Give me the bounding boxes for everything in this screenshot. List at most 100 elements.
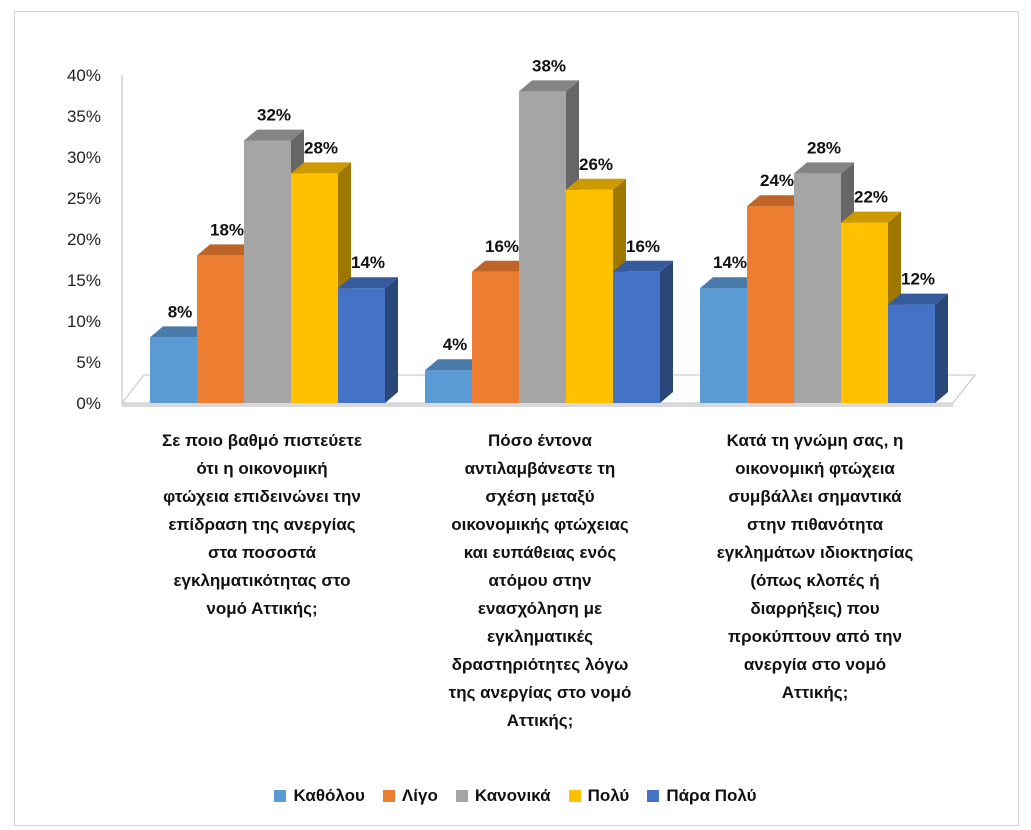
bar	[291, 173, 338, 403]
bar-top	[888, 293, 948, 305]
data-label: 26%	[579, 155, 613, 174]
category-label-line: οικονομικής φτώχειας	[451, 515, 629, 534]
category-label-line: στα ποσοστά	[207, 543, 317, 562]
bar-top	[338, 277, 398, 289]
data-label: 14%	[351, 253, 385, 272]
bar-top	[472, 260, 532, 272]
legend-label: Καθόλου	[293, 786, 365, 805]
bar	[888, 304, 935, 403]
category-label-line: Αττικής;	[506, 711, 574, 730]
data-label: 8%	[168, 302, 193, 321]
category-label-line: εγκληματικές	[487, 627, 593, 646]
category-label-line: φτώχεια επιδεινώνει την	[163, 487, 361, 506]
legend-swatch	[274, 790, 287, 802]
category-label-line: Κατά τη γνώμη σας, η	[726, 431, 904, 450]
data-label: 16%	[626, 237, 660, 256]
category-label-line: Σε ποιο βαθμό πιστεύετε	[162, 431, 362, 450]
category-label-line: ότι η οικονομική	[196, 459, 328, 478]
legend-item: Πάρα Πολύ	[647, 786, 757, 806]
bar	[519, 91, 566, 404]
legend-label: Πάρα Πολύ	[666, 786, 757, 805]
category-label-line: συμβάλλει σημαντικά	[728, 487, 902, 506]
bar-top	[197, 244, 257, 256]
category-label: Πόσο έντονα αντιλαμβάνεστε τη σχέση μεταξύ…	[390, 427, 690, 735]
bar	[747, 206, 794, 403]
data-label: 38%	[532, 56, 566, 75]
category-label-line: δραστηριότητες λόγω	[451, 655, 629, 674]
legend: Καθόλου Λίγο Κανονικά Πολύ Πάρα Πολύ	[0, 786, 1031, 806]
y-tick-label: 10%	[67, 312, 101, 331]
bar	[700, 288, 747, 403]
bar-side	[935, 293, 948, 403]
y-tick-label: 30%	[67, 148, 101, 167]
category-label-line: σχέση μεταξύ	[485, 487, 595, 506]
y-tick-label: 5%	[76, 353, 101, 372]
category-label-line: της ανεργίας στο νομό	[448, 683, 632, 702]
bar	[794, 173, 841, 403]
data-label: 28%	[807, 138, 841, 157]
legend-swatch	[382, 790, 395, 802]
legend-swatch	[568, 790, 581, 802]
bar	[841, 222, 888, 403]
legend-item: Κανονικά	[455, 786, 551, 806]
legend-item: Λίγο	[382, 786, 438, 806]
data-label: 18%	[210, 220, 244, 239]
legend-label: Κανονικά	[474, 786, 551, 805]
data-label: 24%	[760, 171, 794, 190]
legend-label: Πολύ	[587, 786, 630, 805]
category-label-line: διαρρήξεις) που	[750, 599, 880, 618]
bar-top	[841, 211, 901, 223]
y-tick-label: 35%	[67, 107, 101, 126]
category-label: Κατά τη γνώμη σας, η οικονομική φτώχεια συ…	[665, 427, 965, 707]
bar	[472, 271, 519, 403]
legend-label: Λίγο	[401, 786, 438, 805]
category-label-line: αντιλαμβάνεστε τη	[464, 459, 616, 478]
bar	[150, 337, 197, 403]
data-label: 16%	[485, 237, 519, 256]
data-label: 14%	[713, 253, 747, 272]
category-label-line: οικονομική φτώχεια	[735, 459, 895, 478]
category-label-line: εγκληματικότητας στο	[173, 571, 351, 590]
category-label-line: ατόμου στην	[488, 571, 592, 590]
legend-item: Καθόλου	[274, 786, 365, 806]
data-label: 32%	[257, 106, 291, 125]
y-tick-label: 0%	[76, 394, 101, 413]
bar-top	[613, 260, 673, 272]
bar-top	[747, 195, 807, 207]
data-label: 22%	[854, 188, 888, 207]
bar-top	[150, 326, 210, 338]
category-label-line: ανεργία στο νομό	[743, 655, 887, 674]
category-label-line: στην πιθανότητα	[746, 515, 884, 534]
category-label-line: και ευπάθειας ενός	[463, 543, 617, 562]
y-tick-label: 15%	[67, 271, 101, 290]
legend-swatch	[647, 790, 660, 802]
chart-floor-edge	[122, 403, 953, 407]
category-label-line: (όπως κλοπές ή	[750, 571, 880, 590]
y-tick-label: 40%	[67, 66, 101, 85]
bar-side	[385, 277, 398, 403]
y-tick-label: 25%	[67, 189, 101, 208]
bar-top	[425, 359, 485, 371]
data-label: 28%	[304, 138, 338, 157]
bar	[613, 271, 660, 403]
bar-top	[291, 162, 351, 174]
category-label-line: προκύπτουν από την	[728, 627, 902, 646]
bar	[197, 255, 244, 403]
chart-frame	[14, 11, 1019, 826]
bar-side	[660, 260, 673, 403]
legend-swatch	[455, 790, 468, 802]
category-label-line: Αττικής;	[781, 683, 849, 702]
legend-item: Πολύ	[568, 786, 630, 806]
bar	[425, 370, 472, 403]
bar-top	[519, 80, 579, 92]
category-label-line: εγκλημάτων ιδιοκτησίας	[716, 543, 914, 562]
category-label-line: ενασχόληση με	[477, 599, 603, 618]
bar	[338, 288, 385, 403]
category-label-line: Πόσο έντονα	[488, 431, 592, 450]
data-label: 4%	[443, 335, 468, 354]
bar-top	[700, 277, 760, 289]
y-tick-label: 20%	[67, 230, 101, 249]
category-label-line: επίδραση της ανεργίας	[168, 515, 356, 534]
bar	[566, 189, 613, 403]
